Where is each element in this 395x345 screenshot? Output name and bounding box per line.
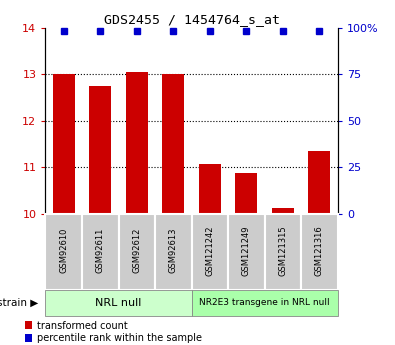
Bar: [45, 214, 82, 290]
Text: GSM92612: GSM92612: [132, 228, 141, 273]
Bar: [192, 290, 338, 316]
Bar: [162, 74, 184, 214]
Text: GSM121316: GSM121316: [315, 225, 324, 276]
Text: GSM121249: GSM121249: [242, 225, 251, 276]
Bar: [228, 214, 265, 290]
Text: GSM121242: GSM121242: [205, 225, 214, 276]
Bar: [308, 151, 330, 214]
Text: NRL null: NRL null: [95, 298, 142, 308]
Text: strain ▶: strain ▶: [0, 298, 39, 308]
Text: GSM92613: GSM92613: [169, 228, 178, 273]
Bar: [199, 164, 221, 214]
Bar: [192, 214, 228, 290]
Text: GSM92610: GSM92610: [59, 228, 68, 273]
Bar: [82, 214, 118, 290]
Legend: transformed count, percentile rank within the sample: transformed count, percentile rank withi…: [24, 321, 202, 344]
Bar: [301, 214, 338, 290]
Bar: [89, 86, 111, 214]
Bar: [155, 214, 192, 290]
Bar: [45, 290, 192, 316]
Text: GSM92611: GSM92611: [96, 228, 105, 273]
Bar: [118, 214, 155, 290]
Text: NR2E3 transgene in NRL null: NR2E3 transgene in NRL null: [199, 298, 330, 307]
Bar: [235, 174, 258, 214]
Bar: [126, 72, 148, 214]
Bar: [53, 74, 75, 214]
Text: GSM121315: GSM121315: [278, 225, 288, 276]
Bar: [265, 214, 301, 290]
Title: GDS2455 / 1454764_s_at: GDS2455 / 1454764_s_at: [103, 13, 280, 27]
Bar: [272, 208, 294, 214]
